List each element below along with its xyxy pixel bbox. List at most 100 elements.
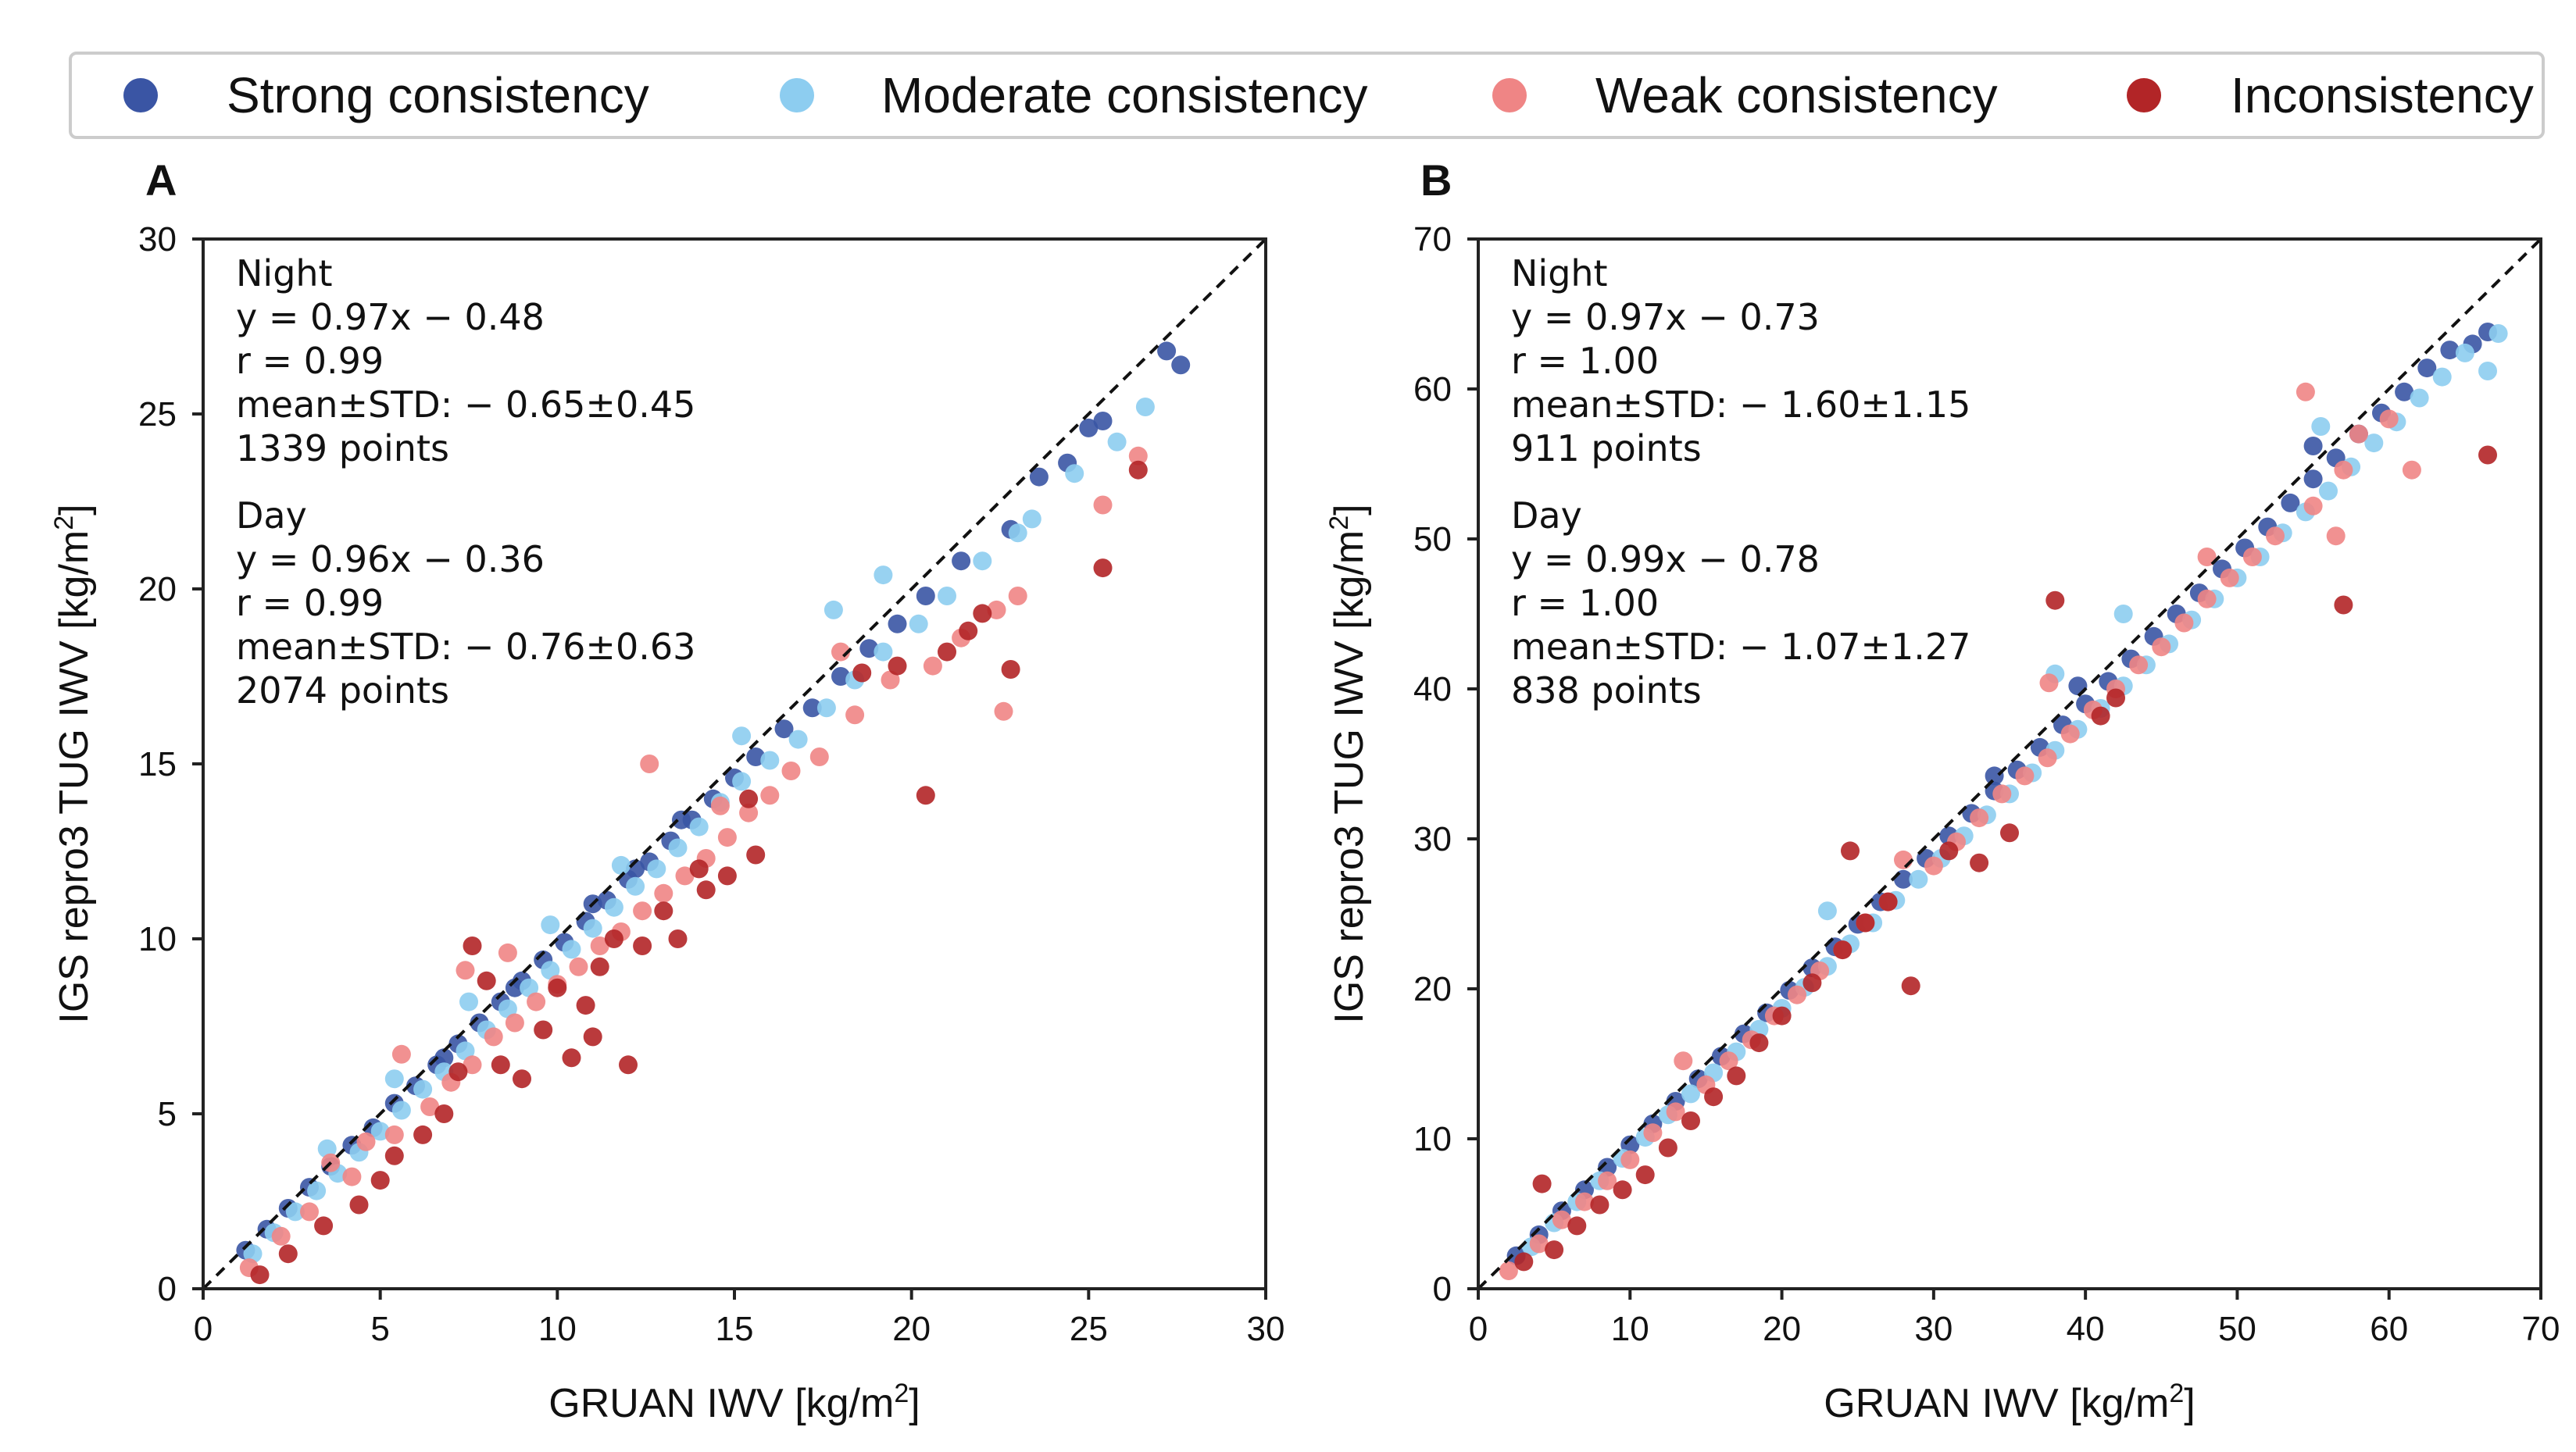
panel-a-point-inconsistency-18 [619, 1055, 638, 1075]
panel-a-point-inconsistency-2 [314, 1216, 334, 1236]
panel-a-night-mean-std: mean±STD: − 0.65±0.45 [236, 384, 695, 426]
panel-a-y-tick-label-3: 15 [138, 745, 177, 783]
panel-a-point-moderate-25 [788, 730, 808, 749]
panel-a-point-inconsistency-35 [1128, 460, 1148, 480]
panel-b-y-tick-label-2: 20 [1413, 970, 1452, 1008]
panel-b-point-moderate-41 [2455, 343, 2474, 362]
panel-b-point-inconsistency-18 [1901, 976, 1920, 996]
panel-a-point-weak-36 [1093, 495, 1113, 515]
panel-b-point-weak-18 [1894, 850, 1913, 869]
panel-a-point-strong-28 [859, 639, 879, 658]
panel-a-night-title: Night [236, 252, 333, 294]
legend-marker-moderate [780, 78, 814, 112]
panel-a-night-count: 1339 points [236, 427, 449, 469]
panel-b-point-inconsistency-17 [1878, 892, 1898, 912]
panel-b-point-weak-2 [1552, 1210, 1571, 1229]
panel-b-point-weak-23 [2015, 766, 2035, 786]
panel-a-point-weak-1 [271, 1226, 291, 1246]
panel-a-point-moderate-19 [647, 859, 666, 879]
panel-a-y-axis-label: IGS repro3 TUG IWV [kg/m2] [49, 504, 97, 1023]
panel-b-x-tick-label-4: 40 [2067, 1310, 2105, 1348]
panel-b-y-tick-label-6: 60 [1413, 370, 1452, 408]
panel-b-x-ticks: 0 10 20 30 40 50 60 70 [1469, 1289, 2560, 1348]
panel-a-point-moderate-37 [1135, 398, 1155, 416]
panel-a-point-strong-36 [1093, 412, 1113, 430]
panel-a-point-weak-21 [654, 883, 673, 903]
panel-a-point-inconsistency-14 [562, 1048, 581, 1068]
panel-a-point-inconsistency-31 [959, 621, 978, 640]
panel-a-point-weak-12 [498, 943, 517, 962]
panel-b-point-strong-35 [2303, 469, 2323, 489]
panel-a-point-strong-30 [916, 587, 935, 605]
panel-b-night-title: Night [1511, 252, 1608, 294]
panel-a-point-strong-43 [434, 1048, 454, 1068]
panel-b-point-weak-22 [1992, 784, 2012, 804]
panel-a-point-inconsistency-0 [250, 1265, 270, 1285]
panel-b-point-weak-41 [2039, 673, 2059, 693]
panel-a-point-strong-35 [1079, 418, 1099, 437]
panel-a-point-inconsistency-12 [534, 1020, 553, 1040]
panel-b-point-weak-7 [1666, 1102, 1685, 1122]
panel-b-point-inconsistency-11 [1749, 1033, 1769, 1053]
legend-label-weak: Weak consistency [1595, 67, 1998, 123]
panel-a-point-inconsistency-21 [668, 929, 688, 948]
panel-a-point-inconsistency-9 [463, 936, 482, 955]
panel-b-point-inconsistency-5 [1613, 1180, 1632, 1200]
panel-a-point-inconsistency-11 [513, 1069, 531, 1089]
panel-a-point-inconsistency-16 [590, 957, 609, 976]
panel-b-night-r: r = 1.00 [1511, 340, 1659, 382]
panel-b-point-weak-28 [2129, 655, 2149, 675]
panel-a-point-inconsistency-4 [370, 1171, 390, 1190]
panel-a-point-weak-11 [484, 1027, 503, 1047]
panel-b-point-weak-6 [1643, 1123, 1663, 1143]
panel-b-points [1499, 323, 2508, 1280]
panel-a-x-tick-label-1: 5 [370, 1310, 389, 1348]
panel-a-letter: A [145, 155, 177, 205]
panel-a-y-tick-label-0: 0 [158, 1270, 177, 1308]
legend-marker-weak [1492, 78, 1527, 112]
panel-a-point-inconsistency-23 [696, 880, 716, 900]
panel-b-point-inconsistency-6 [1635, 1165, 1655, 1185]
panel-b-point-strong-39 [2395, 382, 2414, 401]
panel-b-point-inconsistency-8 [1681, 1111, 1700, 1130]
panel-b-point-inconsistency-13 [1802, 973, 1822, 993]
panel-a-point-moderate-38 [611, 855, 631, 875]
panel-b-reference-line [1477, 237, 2542, 1290]
panel-b-point-moderate-17 [1909, 869, 1928, 889]
panel-b-day-mean-std: mean±STD: − 1.07±1.27 [1511, 626, 1970, 668]
panel-a-day-count: 2074 points [236, 669, 449, 712]
panel-a-point-weak-35 [1008, 587, 1027, 605]
panel-a-point-strong-38 [1171, 355, 1191, 375]
panel-b-y-tick-label-0: 0 [1433, 1270, 1452, 1308]
panel-b-point-weak-43 [2197, 548, 2217, 566]
panel-a-point-weak-5 [356, 1132, 376, 1151]
panel-b-point-inconsistency-19 [1939, 841, 1959, 861]
panel-a-point-strong-24 [746, 747, 766, 766]
panel-a-point-weak-19 [633, 901, 652, 921]
panel-b-point-weak-40 [2402, 460, 2421, 480]
panel-a-point-weak-38 [456, 961, 475, 980]
panel-b-point-weak-0 [1499, 1261, 1518, 1280]
legend-label-moderate: Moderate consistency [881, 67, 1368, 123]
panel-a-point-inconsistency-29 [916, 786, 935, 805]
panel-a-y-tick-label-6: 30 [138, 220, 177, 259]
panel-a-point-moderate-16 [583, 919, 602, 938]
panel-b-day-title: Day [1511, 494, 1582, 537]
panel-a-point-moderate-43 [384, 1069, 404, 1089]
panel-b-point-inconsistency-24 [2106, 688, 2125, 708]
panel-b-point-strong-45 [2303, 437, 2323, 455]
panel-a-point-moderate-28 [874, 642, 893, 662]
panel-a-point-inconsistency-27 [852, 663, 872, 683]
panel-b-point-moderate-7 [1681, 1084, 1700, 1104]
panel-a-x-tick-label-0: 0 [194, 1310, 213, 1348]
panel-a-point-weak-13 [505, 1013, 524, 1033]
legend: Strong consistency Moderate consistency … [69, 52, 2545, 139]
panel-a-point-moderate-33 [1008, 523, 1027, 543]
panel-a-point-strong-29 [888, 614, 907, 633]
panel-b-point-weak-25 [2060, 724, 2080, 744]
panel-b-x-tick-label-6: 60 [2370, 1310, 2408, 1348]
panel-a-point-moderate-41 [732, 726, 752, 746]
panel-a-point-inconsistency-26 [746, 845, 766, 865]
panel-a-point-weak-28 [809, 747, 829, 766]
panel-b-point-moderate-40 [2432, 367, 2452, 387]
